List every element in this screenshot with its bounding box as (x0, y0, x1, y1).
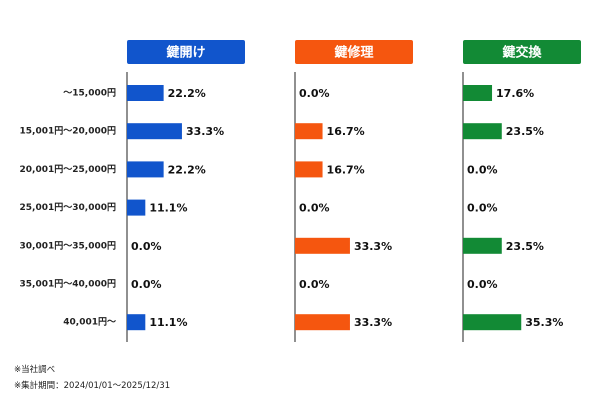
bar (463, 123, 502, 140)
bar (127, 161, 164, 178)
footnotes: ※当社調べ ※集計期間：2024/01/01〜2025/12/31 (14, 362, 170, 394)
data-label: 0.0% (467, 202, 498, 215)
footnote-source: ※当社調べ (14, 365, 56, 375)
data-label: 17.6% (496, 87, 534, 100)
series-header-2 (295, 40, 413, 64)
bar (295, 314, 350, 331)
bar (463, 314, 522, 331)
bar (127, 199, 146, 216)
bar (127, 85, 164, 101)
data-label: 23.5% (506, 240, 544, 253)
data-label: 35.3% (525, 316, 563, 329)
series-header-3 (463, 40, 581, 64)
bar (463, 85, 493, 101)
data-label: 0.0% (299, 202, 330, 215)
category-label: 35,001円〜40,000円 (20, 279, 116, 290)
bar (295, 161, 323, 178)
data-label: 11.1% (149, 202, 187, 215)
category-label: 30,001円〜35,000円 (20, 240, 116, 251)
data-label: 22.2% (168, 163, 206, 176)
data-label: 0.0% (131, 278, 162, 291)
bar (295, 237, 350, 254)
category-label: 〜15,000円 (63, 88, 116, 99)
series-header-label: 鍵修理 (334, 45, 373, 61)
footnote-period: ※集計期間：2024/01/01〜2025/12/31 (14, 381, 171, 391)
category-label: 25,001円〜30,000円 (20, 202, 116, 213)
category-label: 40,001円〜 (63, 317, 116, 328)
bar (463, 237, 502, 254)
data-label: 11.1% (149, 316, 187, 329)
bar (295, 123, 323, 140)
category-label: 20,001円〜25,000円 (20, 164, 116, 175)
data-label: 0.0% (467, 278, 498, 291)
series-header-label: 鍵開け (166, 45, 205, 61)
bar (127, 314, 146, 331)
data-label: 0.0% (131, 240, 162, 253)
data-label: 0.0% (467, 163, 498, 176)
data-label: 0.0% (299, 87, 330, 100)
series-header-label: 鍵交換 (502, 45, 542, 61)
bar (127, 123, 182, 140)
series-header-1 (127, 40, 245, 64)
data-label: 16.7% (327, 163, 365, 176)
data-label: 22.2% (168, 87, 206, 100)
data-label: 16.7% (327, 125, 365, 138)
data-label: 33.3% (354, 240, 392, 253)
data-label: 0.0% (299, 278, 330, 291)
category-label: 15,001円〜20,000円 (20, 126, 116, 137)
data-label: 23.5% (506, 125, 544, 138)
data-label: 33.3% (186, 125, 224, 138)
data-label: 33.3% (354, 316, 392, 329)
